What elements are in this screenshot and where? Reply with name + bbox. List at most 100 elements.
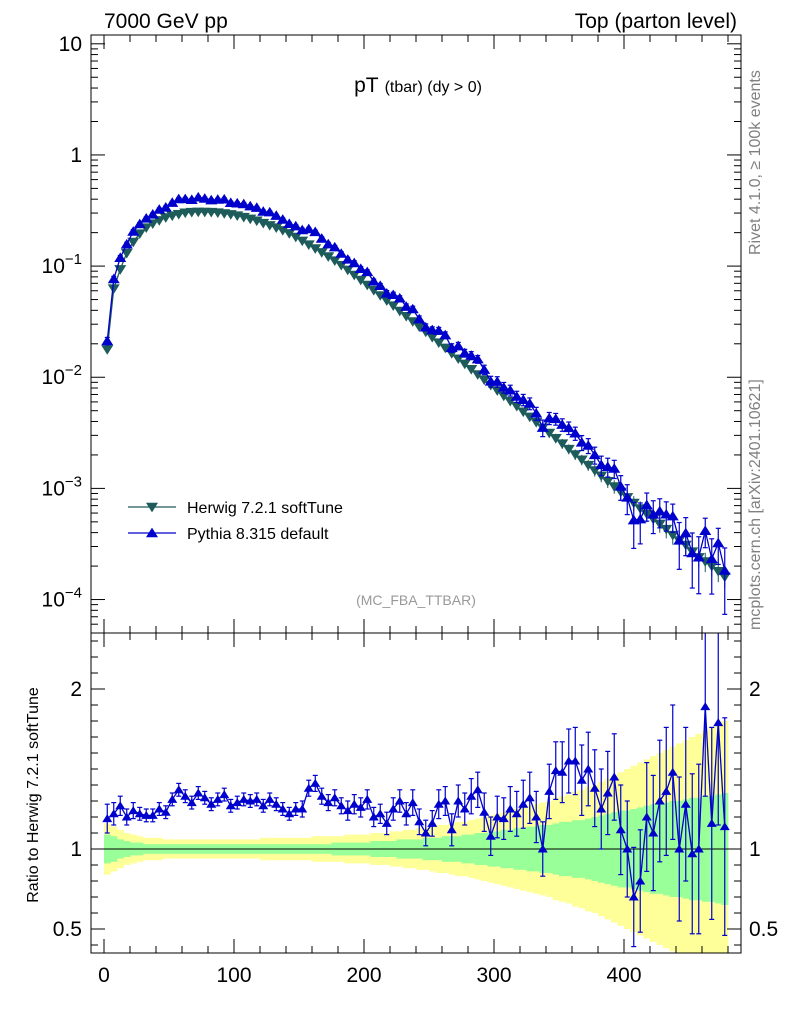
ratio-point-pythia	[518, 799, 529, 808]
point-pythia	[328, 241, 341, 252]
ratio-point-pythia	[609, 772, 620, 781]
x-tick-label: 300	[476, 964, 511, 987]
point-herwig	[296, 236, 309, 247]
ratio-point-pythia	[232, 798, 243, 807]
point-pythia	[354, 263, 367, 273]
point-pythia	[608, 463, 621, 473]
ratio-point-pythia	[193, 788, 204, 797]
point-pythia	[432, 325, 445, 335]
ratio-point-pythia	[706, 818, 717, 827]
point-pythia	[114, 252, 127, 263]
point-pythia	[673, 535, 686, 545]
point-herwig	[276, 226, 289, 236]
point-pythia	[504, 384, 517, 395]
point-pythia	[478, 364, 491, 374]
point-pythia	[127, 226, 140, 236]
point-pythia	[387, 289, 400, 300]
legend-marker	[146, 527, 158, 538]
point-pythia	[341, 254, 354, 264]
analysis-label: (MC_FBA_TTBAR)	[356, 592, 476, 608]
ratio-point-pythia	[596, 804, 607, 813]
point-pythia	[120, 238, 133, 249]
ratio-point-pythia	[524, 793, 535, 802]
ratio-point-pythia	[602, 788, 613, 797]
y-tick-label: 10−4	[42, 585, 82, 612]
side-label-rivet: Rivet 4.1.0, ≥ 100k events	[747, 70, 764, 255]
ratio-point-pythia	[160, 807, 171, 816]
ratio-point-pythia	[394, 796, 405, 805]
x-tick-label: 400	[606, 964, 641, 987]
ratio-point-pythia	[336, 801, 347, 810]
point-pythia	[497, 382, 510, 392]
point-herwig	[328, 256, 341, 267]
ratio-point-pythia	[641, 812, 652, 821]
ratio-point-pythia	[186, 798, 197, 807]
ratio-y-tick-label-left: 1	[70, 838, 82, 861]
ratio-point-pythia	[277, 804, 288, 813]
point-pythia	[335, 248, 348, 258]
point-herwig	[465, 365, 478, 375]
point-pythia	[634, 513, 647, 524]
point-herwig	[432, 338, 445, 348]
ratio-point-pythia	[349, 799, 360, 808]
point-herwig	[712, 566, 725, 577]
point-herwig	[101, 345, 114, 355]
point-pythia	[250, 202, 263, 212]
x-tick-label: 0	[98, 964, 110, 987]
ratio-point-pythia	[180, 791, 191, 800]
ratio-point-pythia	[297, 804, 308, 813]
ratio-point-pythia	[362, 794, 373, 803]
ratio-y-tick-label-right: 0.5	[749, 918, 778, 941]
point-pythia	[530, 408, 543, 418]
point-herwig	[478, 375, 491, 386]
point-pythia	[601, 461, 614, 471]
point-pythia	[569, 427, 582, 438]
ratio-point-pythia	[466, 791, 477, 800]
point-pythia	[621, 491, 634, 502]
ratio-point-pythia	[635, 876, 646, 885]
ratio-point-pythia	[505, 804, 516, 813]
ratio-point-pythia	[284, 809, 295, 818]
point-pythia	[582, 440, 595, 450]
ratio-point-pythia	[459, 804, 470, 813]
point-pythia	[413, 313, 426, 324]
point-pythia	[549, 413, 562, 424]
point-pythia	[283, 218, 296, 228]
point-pythia	[692, 551, 705, 562]
point-pythia	[133, 218, 146, 229]
point-pythia	[302, 223, 315, 234]
point-pythia	[419, 321, 432, 332]
ratio-point-pythia	[147, 810, 158, 819]
header-left: 7000 GeV pp	[104, 10, 228, 33]
point-herwig	[569, 450, 582, 460]
point-pythia	[276, 214, 289, 224]
point-pythia	[159, 202, 172, 212]
ratio-point-pythia	[368, 812, 379, 821]
point-herwig	[348, 270, 361, 281]
ratio-point-pythia	[329, 793, 340, 802]
point-pythia	[491, 376, 504, 386]
ratio-point-pythia	[258, 801, 269, 810]
point-herwig	[549, 433, 562, 444]
ratio-point-pythia	[667, 767, 678, 776]
point-pythia	[270, 210, 283, 220]
point-herwig	[510, 401, 523, 412]
point-pythia	[653, 505, 666, 516]
point-pythia	[367, 275, 380, 286]
y-tick-label: 10−2	[42, 362, 82, 389]
ratio-point-pythia	[654, 796, 665, 805]
point-herwig	[608, 482, 621, 492]
point-pythia	[471, 353, 484, 364]
point-herwig	[387, 301, 400, 312]
point-pythia	[686, 547, 699, 558]
ratio-point-pythia	[700, 702, 711, 711]
ratio-point-pythia	[219, 790, 230, 799]
point-herwig	[562, 444, 575, 455]
ratio-point-pythia	[225, 801, 236, 810]
ratio-point-pythia	[121, 812, 132, 821]
ratio-point-pythia	[589, 783, 600, 792]
point-herwig	[517, 407, 530, 418]
point-pythia	[315, 233, 328, 243]
ratio-point-pythia	[251, 794, 262, 803]
ratio-point-pythia	[713, 718, 724, 727]
